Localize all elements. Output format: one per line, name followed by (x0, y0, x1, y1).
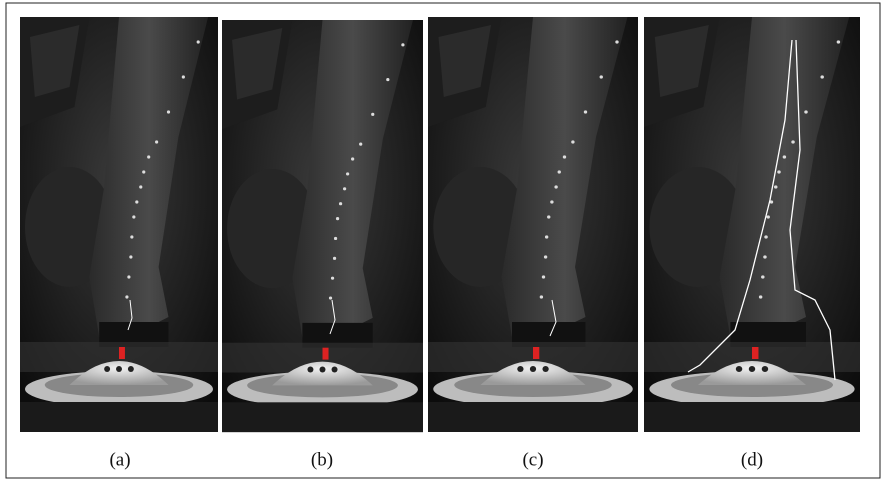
panel-d (644, 17, 860, 432)
figure: (a) (b) (c) (d) (0, 0, 882, 481)
panel-a (20, 17, 218, 432)
panel-c (428, 17, 638, 432)
page: {"panels": [{"label": "(a)"}, {"label": … (0, 0, 882, 481)
panel-label: (b) (311, 449, 333, 470)
panel-label: (a) (109, 449, 130, 470)
panel-label: (d) (741, 449, 763, 470)
panel-label: (c) (522, 449, 543, 470)
panel-b (222, 20, 423, 432)
